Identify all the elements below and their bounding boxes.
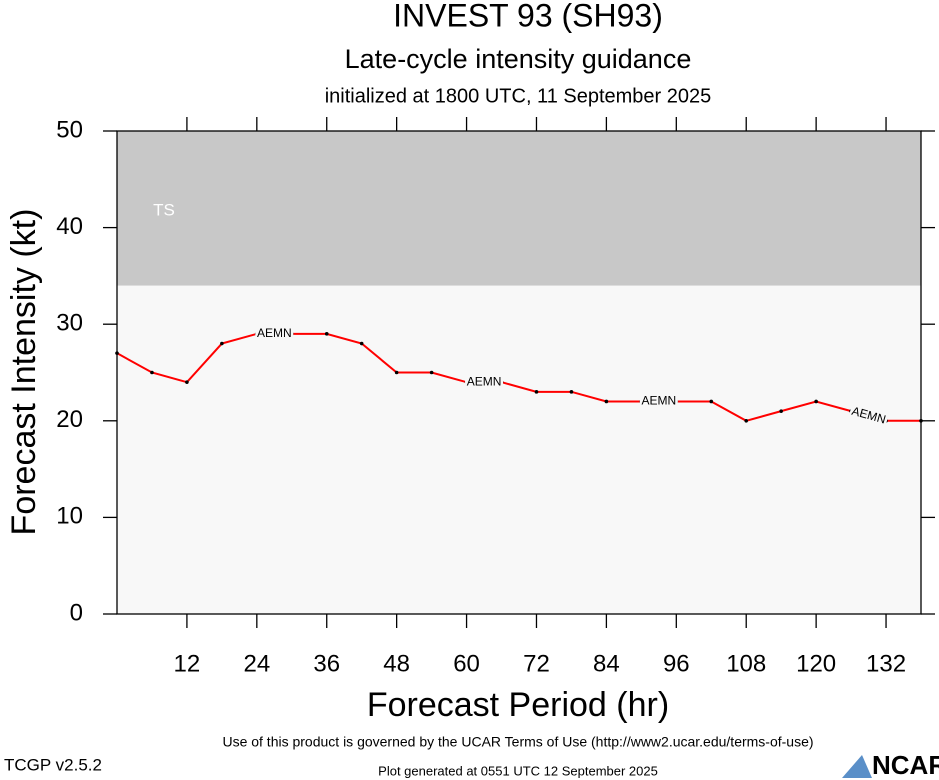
data-point xyxy=(744,419,749,423)
y-tick-label: 30 xyxy=(56,310,83,337)
data-point xyxy=(220,341,224,346)
series-line xyxy=(116,332,921,422)
x-tick-label: 36 xyxy=(313,650,340,677)
x-tick-label: 132 xyxy=(866,650,906,677)
data-point xyxy=(569,390,574,394)
y-tick-label: 20 xyxy=(56,406,83,433)
logo-mark xyxy=(842,755,872,778)
y-tick-label: 50 xyxy=(56,116,83,143)
x-axis-title: Forecast Period (hr) xyxy=(367,686,669,724)
footer: Use of this product is governed by the U… xyxy=(222,734,813,750)
data-point xyxy=(709,399,714,404)
data-point xyxy=(604,399,609,404)
x-tick-label: 24 xyxy=(243,650,270,677)
data-point xyxy=(324,332,329,336)
x-tick-label: 108 xyxy=(726,650,766,677)
x-tick-label: 60 xyxy=(453,650,480,677)
band-label: TS xyxy=(153,200,175,219)
line-label: AEMN xyxy=(257,326,292,340)
label-bg xyxy=(255,327,294,340)
data-point xyxy=(185,380,189,384)
y-tick-label: 10 xyxy=(56,503,83,530)
data-point xyxy=(115,351,119,355)
data-point xyxy=(779,409,783,413)
chart-title: INVEST 93 (SH93) xyxy=(393,0,663,33)
generated: Plot generated at 0551 UTC 12 September … xyxy=(378,763,658,778)
label-bg xyxy=(848,405,889,427)
x-tick-label: 12 xyxy=(174,650,201,677)
y-tick-label: 0 xyxy=(70,599,83,626)
label-bg xyxy=(639,395,678,408)
chart-subtitle: Late-cycle intensity guidance xyxy=(345,44,692,74)
label-bg xyxy=(465,376,504,389)
version: TCGP v2.5.2 xyxy=(4,755,102,774)
intensity-band xyxy=(117,131,921,286)
data-point xyxy=(359,341,364,346)
x-tick-label: 96 xyxy=(663,650,690,677)
data-point xyxy=(394,370,399,375)
x-tick-label: 84 xyxy=(593,650,620,677)
logo: NCAR xyxy=(872,750,939,780)
line-label: AEMN xyxy=(641,394,676,408)
data-point xyxy=(814,399,818,404)
data-point xyxy=(429,370,434,375)
y-tick-label: 40 xyxy=(56,213,83,240)
data-point xyxy=(150,370,154,375)
x-tick-label: 120 xyxy=(796,650,836,677)
data-point xyxy=(534,390,539,394)
data-point xyxy=(919,419,923,423)
init-time: initialized at 1800 UTC, 11 September 20… xyxy=(325,85,712,107)
y-axis-title: Forecast Intensity (kt) xyxy=(5,209,43,536)
plot-frame xyxy=(116,130,922,615)
x-tick-label: 48 xyxy=(383,650,410,677)
x-tick-label: 72 xyxy=(523,650,550,677)
line-label: AEMN xyxy=(467,374,502,388)
